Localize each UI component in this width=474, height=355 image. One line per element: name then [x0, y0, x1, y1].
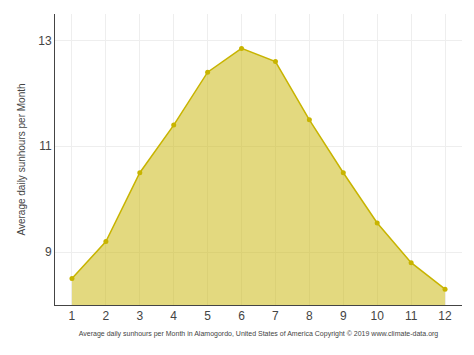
svg-text:8: 8: [306, 309, 313, 323]
svg-text:6: 6: [238, 309, 245, 323]
svg-text:12: 12: [438, 309, 452, 323]
svg-text:5: 5: [204, 309, 211, 323]
svg-text:Average daily sunhours per Mon: Average daily sunhours per Month in Alam…: [79, 330, 439, 338]
svg-text:9: 9: [45, 245, 52, 259]
svg-text:3: 3: [136, 309, 143, 323]
svg-text:7: 7: [272, 309, 279, 323]
svg-text:1: 1: [69, 309, 76, 323]
svg-text:13: 13: [38, 34, 52, 48]
svg-text:2: 2: [103, 309, 110, 323]
svg-text:4: 4: [170, 309, 177, 323]
svg-text:Average daily sunhours per Mon: Average daily sunhours per Month: [16, 83, 27, 235]
svg-text:9: 9: [340, 309, 347, 323]
svg-text:11: 11: [39, 139, 52, 153]
svg-text:10: 10: [371, 309, 385, 323]
svg-text:11: 11: [405, 309, 418, 323]
